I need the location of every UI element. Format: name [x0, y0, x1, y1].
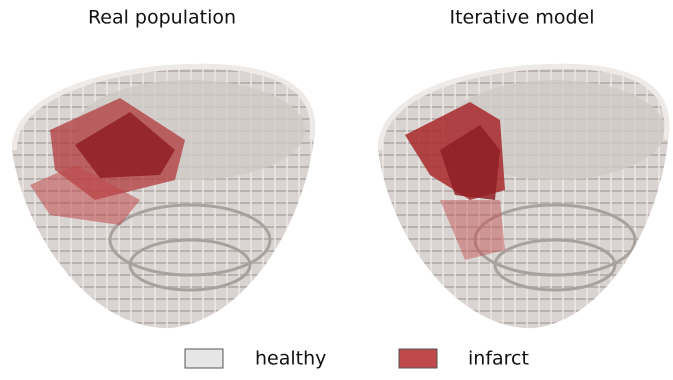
- heart-render: [360, 55, 673, 345]
- legend-swatch: [399, 349, 437, 368]
- legend-swatch: [185, 349, 223, 368]
- panel-title: Real population: [88, 7, 236, 29]
- legend-label: healthy: [255, 348, 326, 370]
- figure: Real population Iterative model healt: [0, 0, 673, 376]
- heart-render: [0, 55, 330, 345]
- page: {"panels": [{"title": "Real population"}…: [0, 0, 673, 376]
- legend-label: infarct: [468, 348, 529, 370]
- panel-title: Iterative model: [449, 7, 594, 29]
